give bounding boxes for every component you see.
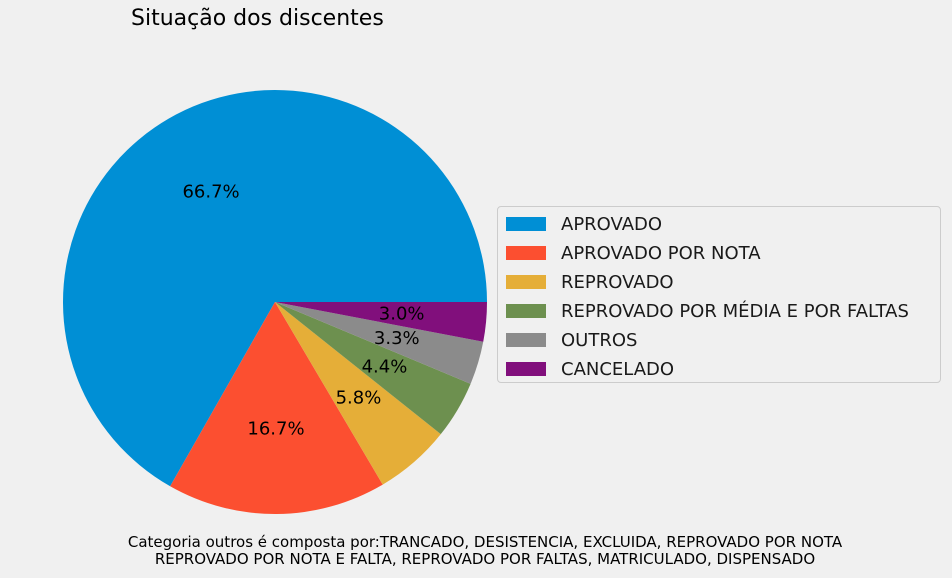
legend-swatch <box>506 275 546 289</box>
legend-item: REPROVADO <box>506 271 674 293</box>
pie-slice-reprovado-por-m-dia-e-por-faltas <box>275 302 471 435</box>
legend-swatch <box>506 217 546 231</box>
pie-percent-label: 16.7% <box>247 419 304 440</box>
legend-swatch <box>506 304 546 318</box>
legend-item: APROVADO POR NOTA <box>506 242 761 264</box>
footnote: Categoria outros é composta por:TRANCADO… <box>0 534 952 568</box>
pie-percent-label: 3.3% <box>374 328 420 349</box>
pie-slice-aprovado <box>63 90 488 487</box>
footnote-line-2: REPROVADO POR NOTA E FALTA, REPROVADO PO… <box>154 550 816 568</box>
legend-swatch <box>506 362 546 376</box>
legend-item: REPROVADO POR MÉDIA E POR FALTAS <box>506 300 909 322</box>
pie-percent-label: 66.7% <box>182 182 239 203</box>
legend-label: CANCELADO <box>561 358 675 380</box>
pie-percent-label: 3.0% <box>379 303 425 324</box>
legend-item: APROVADO <box>506 213 662 235</box>
legend-label: APROVADO POR NOTA <box>561 242 761 264</box>
pie-slice-cancelado <box>275 302 487 342</box>
legend-item: OUTROS <box>506 329 637 351</box>
pie-slice-outros <box>275 302 484 384</box>
pie-percent-label: 4.4% <box>362 356 408 377</box>
pie-percent-labels: 66.7% 16.7% 5.8% 4.4% 3.3% 3.0% <box>182 182 424 440</box>
legend-swatch <box>506 333 546 347</box>
legend-item: CANCELADO <box>506 358 674 380</box>
footnote-line-1: Categoria outros é composta por:TRANCADO… <box>127 533 843 551</box>
legend-label: APROVADO <box>561 213 663 235</box>
legend-label: REPROVADO POR MÉDIA E POR FALTAS <box>561 300 909 322</box>
pie-slices <box>63 90 488 514</box>
legend: APROVADO APROVADO POR NOTA REPROVADO REPROV… <box>497 206 941 383</box>
legend-label: OUTROS <box>561 329 638 351</box>
pie-slice-aprovado-por-nota <box>170 302 383 514</box>
pie-percent-label: 5.8% <box>336 388 382 409</box>
chart-title: Situação dos discentes <box>131 6 384 31</box>
pie-slice-reprovado <box>275 302 441 485</box>
legend-swatch <box>506 246 546 260</box>
legend-label: REPROVADO <box>561 271 674 293</box>
